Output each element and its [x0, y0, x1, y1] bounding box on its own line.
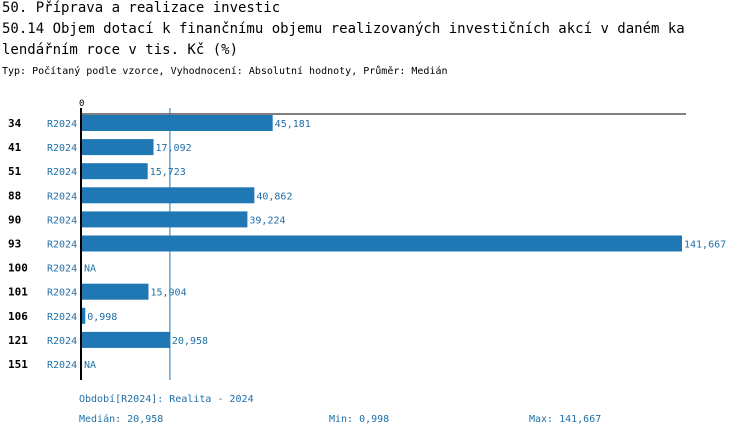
period-label: R2024	[47, 336, 77, 347]
period-label: R2024	[47, 167, 77, 178]
period-label: R2024	[47, 264, 77, 275]
data-label: 45,181	[275, 119, 311, 130]
bar	[81, 163, 148, 180]
category-label: 100	[8, 262, 28, 275]
data-label: 15,904	[150, 288, 186, 299]
category-label: 121	[8, 334, 28, 347]
bar	[81, 307, 86, 324]
bar	[81, 139, 154, 156]
data-label: 17,092	[156, 143, 192, 154]
period-label: R2024	[47, 360, 77, 371]
data-label: 0,998	[87, 312, 117, 323]
chart-subtitle: Typ: Počítaný podle vzorce, Vyhodnocení:…	[2, 66, 448, 77]
axis-zero-label: 0	[79, 99, 84, 109]
max-summary: Max: 141,667	[529, 414, 602, 425]
bar	[81, 115, 273, 131]
data-label: NA	[84, 360, 96, 371]
period-label: R2024	[47, 191, 77, 202]
min-summary: Min: 0,998	[329, 414, 390, 425]
category-label: 106	[8, 310, 28, 323]
data-label: NA	[84, 264, 96, 275]
category-label: 88	[8, 189, 21, 202]
bar	[81, 211, 248, 228]
category-label: 90	[8, 213, 21, 226]
bar	[81, 331, 170, 348]
period-label: R2024	[47, 240, 77, 251]
period-label: R2024	[47, 215, 77, 226]
bar	[81, 235, 682, 252]
period-label: R2024	[47, 143, 77, 154]
data-label: 141,667	[684, 240, 726, 251]
category-label: 34	[8, 117, 22, 130]
chart-title-line3: lendářním roce v tis. Kč (%)	[2, 42, 239, 58]
period-label: R2024	[47, 288, 77, 299]
category-label: 101	[8, 286, 28, 299]
chart-title-line1: 50. Příprava a realizace investic	[2, 0, 281, 16]
chart-title-line2: 50.14 Objem dotací k finančnímu objemu r…	[2, 21, 685, 37]
data-label: 39,224	[249, 215, 285, 226]
bar	[81, 283, 149, 300]
period-label: R2024	[47, 119, 77, 130]
median-summary: Medián: 20,958	[79, 414, 164, 425]
category-label: 51	[8, 165, 22, 178]
period-legend: Období[R2024]: Realita - 2024	[79, 394, 254, 405]
bar	[81, 187, 255, 204]
data-label: 15,723	[150, 167, 186, 178]
category-label: 41	[8, 141, 22, 154]
category-label: 151	[8, 358, 28, 371]
period-label: R2024	[47, 312, 77, 323]
category-label: 93	[8, 238, 21, 251]
data-label: 20,958	[172, 336, 208, 347]
data-label: 40,862	[256, 191, 292, 202]
